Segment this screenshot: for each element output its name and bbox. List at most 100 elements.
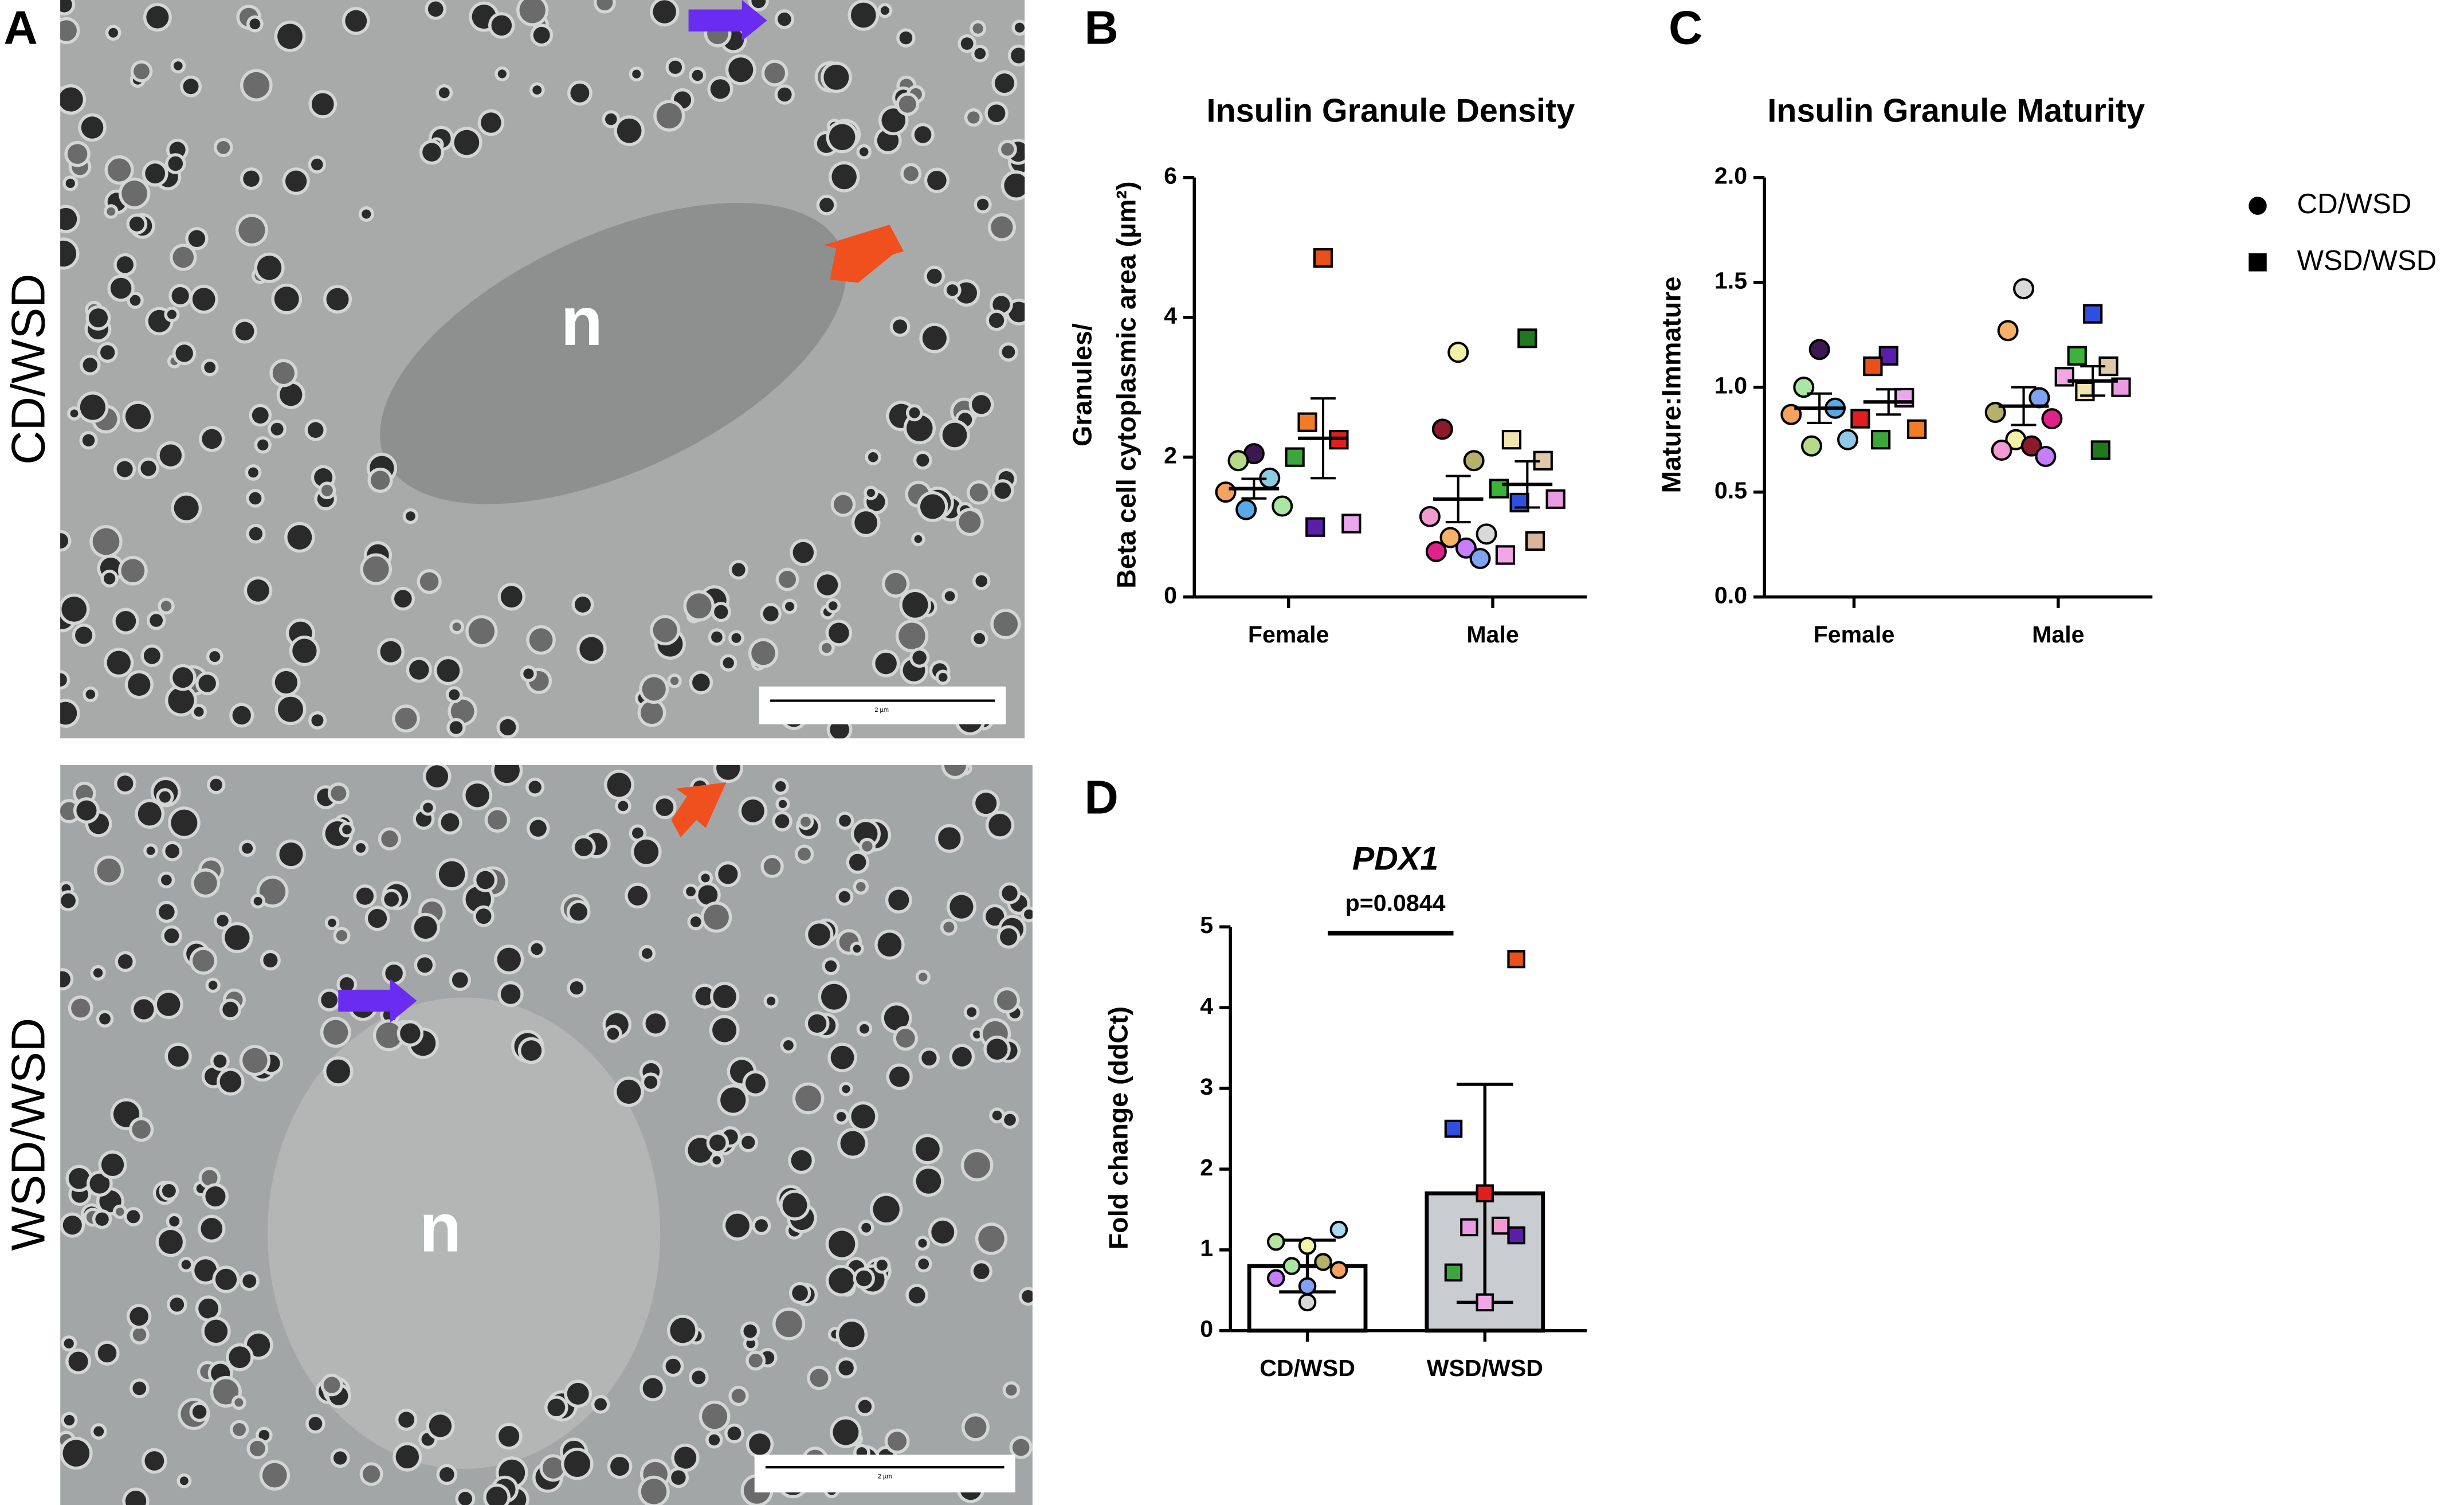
granule (394, 590, 412, 608)
granule (946, 284, 959, 296)
granule (531, 943, 543, 955)
point (1808, 339, 1830, 360)
granule (975, 793, 997, 814)
granule (918, 1239, 927, 1248)
granule (823, 64, 849, 90)
granule (70, 409, 79, 418)
granule (610, 1457, 630, 1476)
granule (326, 1059, 351, 1084)
y-tick-label: 2 (1164, 442, 1177, 469)
granule (229, 1346, 251, 1369)
granule (201, 1170, 218, 1186)
point (1313, 248, 1333, 268)
granule (640, 701, 663, 724)
granule (532, 85, 542, 95)
granule (975, 575, 988, 587)
granule (919, 973, 928, 982)
granule (232, 706, 251, 725)
granule (321, 991, 338, 1009)
granule (903, 166, 919, 181)
granule (168, 156, 183, 171)
granule (642, 677, 666, 701)
granule (783, 1040, 794, 1051)
granule (521, 1040, 542, 1061)
point (1305, 517, 1325, 537)
granule (709, 1134, 726, 1151)
y-axis-label: Fold change (ddCt) (1104, 1006, 1133, 1249)
granule (607, 1028, 619, 1040)
granule (274, 671, 298, 694)
granule (158, 1230, 183, 1254)
granule (345, 10, 367, 32)
point (1329, 1220, 1348, 1239)
granule (140, 460, 156, 476)
granule (766, 997, 776, 1006)
granule (417, 957, 433, 973)
granule (205, 1186, 226, 1207)
granule (881, 108, 906, 132)
point (1341, 514, 1362, 534)
point (1419, 505, 1441, 527)
point (1431, 418, 1453, 440)
granule (422, 143, 441, 162)
granule (326, 288, 349, 311)
granule (1002, 345, 1015, 359)
granule (856, 1270, 872, 1287)
granule (564, 1451, 591, 1477)
granule (258, 1429, 270, 1441)
granule (704, 904, 729, 930)
granule (973, 1263, 990, 1279)
granule (792, 542, 814, 563)
granule (964, 1152, 990, 1179)
granule (1011, 48, 1025, 64)
granule (64, 1414, 75, 1426)
granule (134, 63, 150, 80)
granule (174, 61, 183, 70)
granule (778, 799, 787, 808)
granule (875, 652, 897, 675)
granule (168, 687, 194, 714)
granule (181, 1260, 191, 1269)
granule (718, 864, 738, 884)
granule (884, 1005, 909, 1030)
granule (801, 817, 811, 827)
granule (132, 1328, 147, 1342)
point (1850, 409, 1870, 429)
granule (825, 960, 837, 973)
granule (370, 471, 390, 490)
granule (328, 919, 336, 927)
granule (450, 699, 474, 723)
granule (449, 721, 463, 734)
granule (597, 0, 613, 11)
point (2013, 278, 2035, 300)
granule (175, 344, 193, 362)
granule (458, 1491, 472, 1505)
y-tick-label: 1 (1200, 1235, 1213, 1261)
point (2075, 381, 2095, 402)
granule (252, 407, 269, 424)
granule (194, 1259, 217, 1282)
granule (160, 601, 172, 612)
granule (60, 802, 79, 821)
granule (665, 1358, 681, 1374)
granule (751, 0, 766, 9)
legend-label: WSD/WSD (2297, 245, 2436, 276)
x-tick-label: Female (1814, 621, 1895, 648)
granule (88, 308, 108, 328)
granule (110, 277, 132, 299)
granule (567, 1382, 589, 1405)
granule (217, 140, 230, 154)
granule (944, 591, 955, 602)
point (1507, 1226, 1525, 1245)
granule (280, 383, 303, 406)
granule (381, 830, 398, 848)
y-tick-label: 0.0 (1714, 582, 1747, 608)
granule (839, 814, 852, 827)
granule (183, 79, 199, 95)
granule (486, 1486, 508, 1505)
granule (159, 904, 175, 920)
x-tick-label: Male (2032, 621, 2084, 648)
y-tick-label: 2.0 (1714, 163, 1747, 189)
granule (449, 689, 460, 700)
granule (204, 1319, 228, 1343)
